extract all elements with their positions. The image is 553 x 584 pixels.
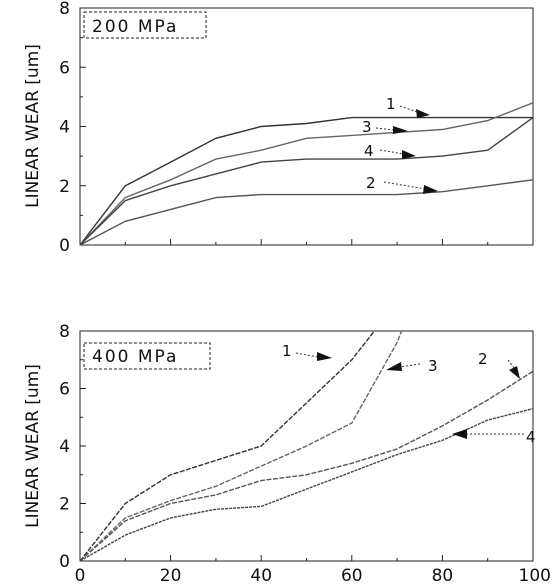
curve-label-2: 2 <box>478 350 488 368</box>
plot-frame <box>79 7 534 246</box>
y-tick-label: 8 <box>59 0 70 19</box>
y-tick-label: 2 <box>59 495 70 515</box>
series-line-2 <box>79 179 534 246</box>
series-group <box>79 102 534 246</box>
curve-label-4: 4 <box>364 142 374 160</box>
panel-200mpa: 0 2 4 6 8 LINEAR WEAR [um] 200 MPa 1 3 4 2 <box>23 0 534 256</box>
x-tick-label: 100 <box>519 566 551 584</box>
x-tick-label: 20 <box>160 566 182 584</box>
arrow-3-line <box>375 127 395 131</box>
arrow-2-line <box>507 359 515 369</box>
x-axis: 0 20 40 60 80 100 <box>75 555 551 584</box>
y-tick-label: 6 <box>59 58 70 78</box>
arrow-2-head <box>509 366 520 379</box>
curve-label-4: 4 <box>526 428 536 446</box>
arrow-4-head <box>402 150 416 159</box>
x-axis <box>79 239 534 245</box>
x-tick-label: 80 <box>432 566 454 584</box>
series-line-3 <box>79 330 403 562</box>
arrow-1-line <box>295 352 319 358</box>
x-tick-label: 0 <box>75 566 86 584</box>
series-line-2 <box>79 370 534 562</box>
y-tick-label: 6 <box>59 380 70 400</box>
curve-label-1: 1 <box>386 95 396 113</box>
curve-label-1: 1 <box>282 342 292 360</box>
y-axis-label: LINEAR WEAR [um] <box>23 364 43 528</box>
y-axis: 0 2 4 6 8 <box>59 0 86 256</box>
pressure-box <box>83 11 207 39</box>
arrow-2-line <box>383 181 427 190</box>
y-axis-label: LINEAR WEAR [um] <box>23 44 43 208</box>
pressure-box <box>83 342 211 370</box>
arrow-3-line <box>399 363 421 368</box>
y-tick-label: 8 <box>59 322 70 342</box>
pressure-label: 400 MPa <box>92 347 178 367</box>
curve-labels: 1 3 2 4 <box>282 342 536 446</box>
arrow-2-head <box>423 185 438 194</box>
arrow-1-head <box>416 109 430 118</box>
arrow-4-line <box>379 149 405 155</box>
series-line-3 <box>79 102 534 246</box>
arrow-1-head <box>317 352 332 361</box>
series-line-1 <box>79 330 375 562</box>
y-tick-label: 4 <box>59 118 70 138</box>
y-tick-label: 0 <box>59 552 70 572</box>
y-tick-label: 4 <box>59 437 70 457</box>
x-tick-label: 60 <box>341 566 363 584</box>
curve-label-3: 3 <box>362 118 372 136</box>
curve-labels: 1 3 4 2 <box>362 95 438 194</box>
series-line-1 <box>79 116 533 246</box>
series-line-4 <box>79 117 534 246</box>
x-tick-label: 40 <box>250 566 272 584</box>
arrow-3-head <box>386 362 402 371</box>
panel-400mpa: 0 2 4 6 8 0 20 40 60 80 100 LINEAR WEAR [um] 400 … <box>23 322 551 584</box>
y-axis: 0 2 4 6 8 <box>59 322 86 572</box>
curve-label-2: 2 <box>366 174 376 192</box>
arrow-4-head <box>452 429 467 439</box>
y-tick-label: 2 <box>59 177 70 197</box>
curve-label-3: 3 <box>428 357 438 375</box>
pressure-label: 200 MPa <box>92 17 178 37</box>
arrow-3-head <box>393 126 408 134</box>
y-tick-label: 0 <box>59 236 70 256</box>
